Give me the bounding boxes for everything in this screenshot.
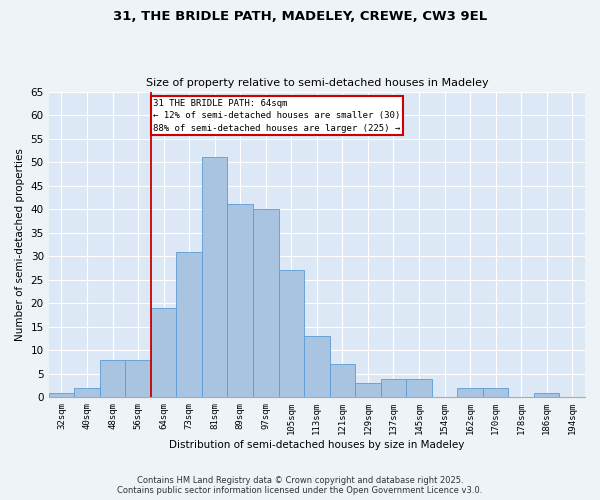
Text: Contains HM Land Registry data © Crown copyright and database right 2025.
Contai: Contains HM Land Registry data © Crown c… xyxy=(118,476,482,495)
Bar xyxy=(253,209,278,398)
Bar xyxy=(534,392,559,398)
X-axis label: Distribution of semi-detached houses by size in Madeley: Distribution of semi-detached houses by … xyxy=(169,440,464,450)
Bar xyxy=(278,270,304,398)
Bar xyxy=(227,204,253,398)
Bar xyxy=(74,388,100,398)
Bar xyxy=(49,392,74,398)
Bar xyxy=(202,158,227,398)
Bar xyxy=(100,360,125,398)
Bar xyxy=(125,360,151,398)
Bar xyxy=(355,383,380,398)
Y-axis label: Number of semi-detached properties: Number of semi-detached properties xyxy=(15,148,25,341)
Text: 31, THE BRIDLE PATH, MADELEY, CREWE, CW3 9EL: 31, THE BRIDLE PATH, MADELEY, CREWE, CW3… xyxy=(113,10,487,23)
Bar xyxy=(176,252,202,398)
Text: 31 THE BRIDLE PATH: 64sqm
← 12% of semi-detached houses are smaller (30)
88% of : 31 THE BRIDLE PATH: 64sqm ← 12% of semi-… xyxy=(154,98,401,132)
Bar xyxy=(380,378,406,398)
Bar xyxy=(483,388,508,398)
Title: Size of property relative to semi-detached houses in Madeley: Size of property relative to semi-detach… xyxy=(146,78,488,88)
Bar xyxy=(457,388,483,398)
Bar xyxy=(406,378,432,398)
Bar xyxy=(329,364,355,398)
Bar xyxy=(304,336,329,398)
Bar xyxy=(151,308,176,398)
